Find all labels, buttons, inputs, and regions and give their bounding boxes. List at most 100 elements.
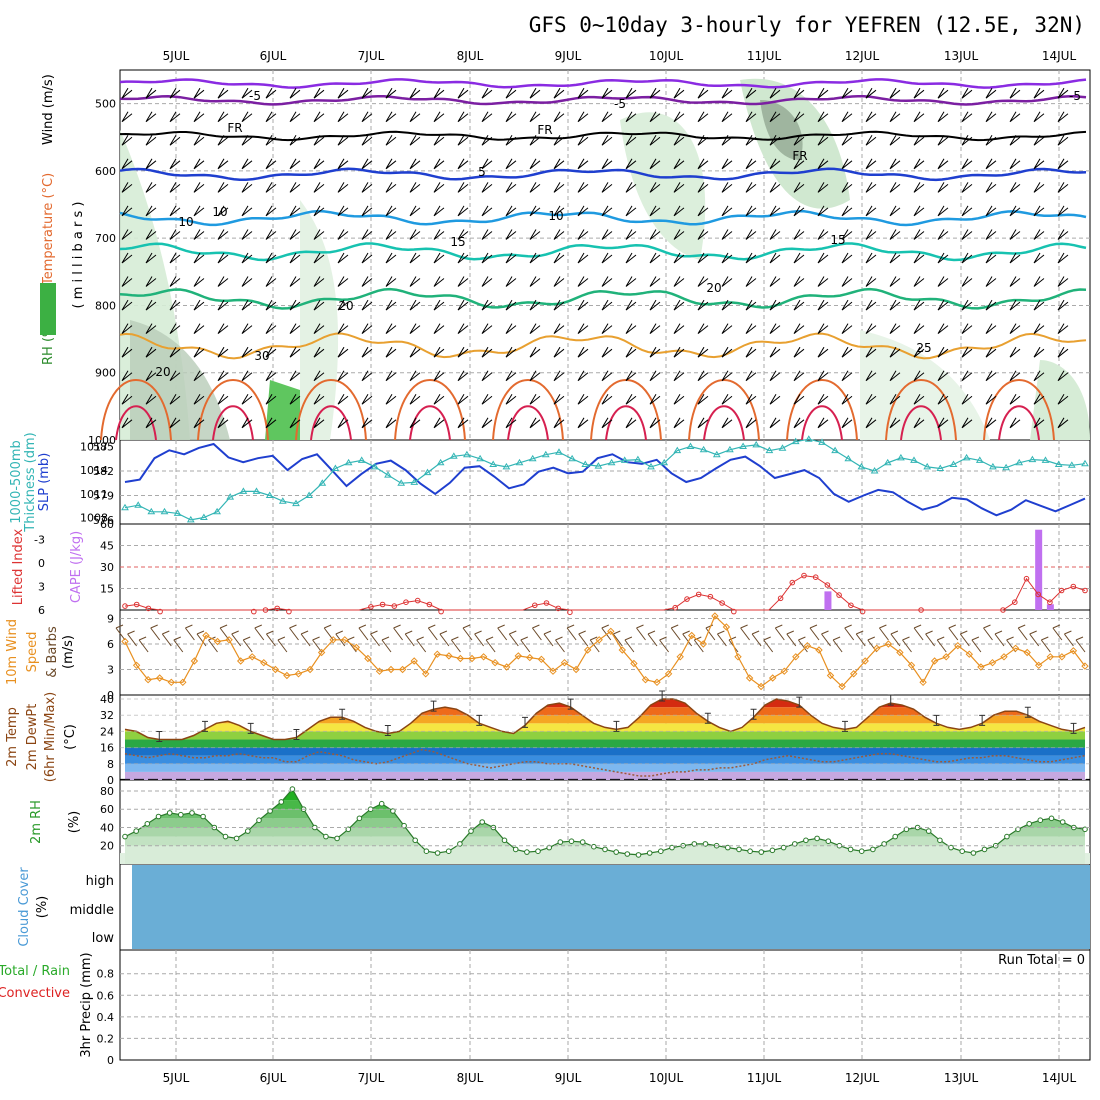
bottom-date-label: 13JUL [944,1071,979,1085]
wind-barb [409,299,421,311]
wind-barb [145,299,157,311]
wind-barb [433,87,445,99]
rh-area [860,330,990,440]
wind-barb-10m [497,624,508,641]
wind-barb [961,299,973,311]
lifted-index-axis-label: Lifted Index [11,528,26,605]
thickness-point [528,454,537,462]
wind-barb [361,323,373,335]
wind-barb [913,229,925,240]
slp-tick-label: 1011 [80,488,108,501]
lifted-index-point [789,579,796,586]
wind-barb [169,252,181,264]
wind-barb [985,370,997,382]
rh-point [557,839,564,845]
wind-speed-point [722,623,731,631]
wind-barb [1033,158,1045,170]
thickness-point [634,455,642,463]
wind-barb [217,252,229,264]
thickness-point [436,458,445,466]
lifted-index-point [672,604,679,611]
rh-point [468,828,474,834]
wind-label-group: 10m Wind Speed [5,619,40,685]
wind-barb [481,135,493,146]
thickness-point [476,454,484,462]
wind-barb [241,417,253,429]
wind-label-group-2: (m/s) [61,635,76,669]
wind-barb [529,276,541,287]
chart-title: GFS 0~10day 3-hourly for YEFREN (12.5E, … [529,13,1085,37]
wind-barb [577,111,589,123]
temp-minmax-marker [613,720,620,732]
wind-barb [625,299,637,311]
temp-contour-30 [100,379,172,441]
wind-barb [673,252,685,264]
wind-barb [745,370,757,382]
wind-speed-point [1023,648,1031,657]
wind-barb-10m [532,624,542,641]
wind-barb [913,323,925,335]
wind-speed-point [283,671,291,680]
thickness-point [489,460,498,467]
wind-barb-10m [983,624,993,641]
top-date-label: 5JUL [163,49,190,63]
precip-axis-label: 3hr Precip (mm) [79,952,94,1057]
wind-barb [121,417,133,429]
thickness-point [265,491,274,498]
wind-barb [481,276,493,287]
temp-contour-30 [786,379,858,441]
wind-barb [433,370,445,382]
wind-barb [481,299,493,311]
wind-barb [409,346,421,358]
rh-point [222,833,229,840]
rh-point [981,846,988,853]
wind-barb [673,323,685,335]
wind-barb [217,87,229,99]
temp-minmax-marker [293,729,300,740]
wind-speed-point [306,665,314,674]
wind-barb [673,158,685,170]
thickness-axis-label: 1000-500mb [9,440,24,524]
wind-speed-point [352,643,361,652]
wind-barb-10m [879,624,889,641]
temp-minmax-marker [339,708,346,720]
wind-barb [913,87,925,99]
wind-barb [961,276,973,287]
wind-barb [193,276,205,287]
rh-point [535,848,541,855]
wind-barb [961,229,973,240]
wind-barb [961,111,973,123]
wind-barb-10m [555,636,565,653]
wind-barb [361,299,373,311]
rh-point [568,838,575,845]
li-tick-label: 3 [38,581,45,594]
rh-point [401,822,407,829]
wind-barb [121,252,133,264]
top-date-label: 7JUL [358,49,385,63]
wind-barb-10m [370,630,380,647]
wind-barb [529,346,541,358]
wind-barb [937,276,949,287]
wind-barb [769,417,781,429]
wind-barb [433,252,445,264]
temp-tick-label: 32 [100,709,114,722]
wind-barb [697,394,709,405]
wind-barb-10m [659,636,669,653]
wind-barb [793,299,805,311]
rh-band [125,818,1085,828]
temp-band [125,755,1085,764]
wind-tick-label: 3 [107,664,114,677]
wind-barb [553,229,565,240]
thickness-point [384,471,392,478]
temp-line [124,698,1086,741]
top-date-label: 12JUL [845,49,880,63]
contour-label: 10 [212,205,227,219]
barbs-label: & Barbs [45,626,60,678]
thickness-point [134,501,143,508]
wind-barb [553,394,565,405]
wind-barb [745,111,757,123]
wind-barb [409,276,421,287]
wind-barb [553,323,565,335]
temp-contour-30 [688,379,760,441]
wind-barb-10m [624,636,635,653]
